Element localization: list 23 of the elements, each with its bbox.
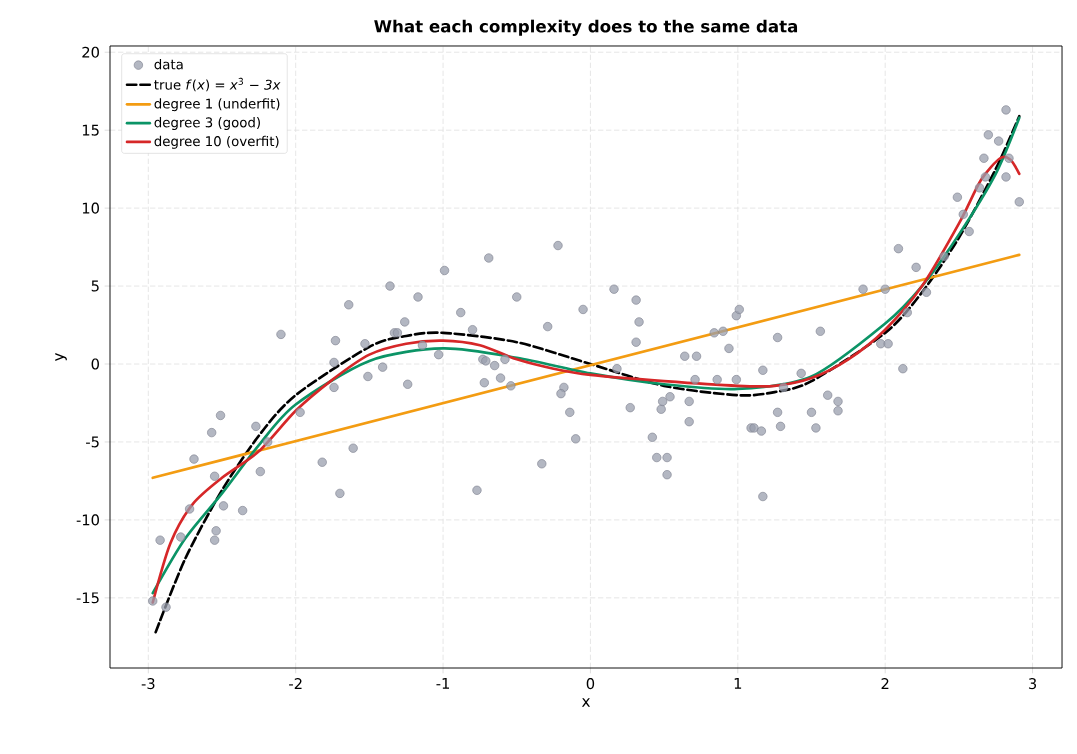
y-tick-label: -15 xyxy=(76,592,99,604)
x-tick-label: 0 xyxy=(586,678,595,690)
x-tick-label: -2 xyxy=(289,678,302,689)
x-tick-label: -1 xyxy=(436,678,450,689)
legend-label: data xyxy=(154,59,183,70)
x-axis-title: x xyxy=(581,698,591,707)
y-tick-label: -10 xyxy=(76,514,99,526)
x-tick-label: 3 xyxy=(1028,678,1037,690)
legend-label: degree 3 (good) xyxy=(154,117,260,130)
x-tick-label: 1 xyxy=(734,678,742,689)
y-tick-label: 5 xyxy=(91,280,99,292)
x-tick-label: -3 xyxy=(141,678,155,690)
y-tick-label: 20 xyxy=(82,46,99,58)
y-tick-label: 15 xyxy=(82,124,99,136)
x-tick-label: 2 xyxy=(881,678,889,689)
y-axis-title: y xyxy=(55,352,67,362)
y-tick-label: 0 xyxy=(91,358,99,370)
y-tick-label: -5 xyxy=(86,436,99,448)
text: true f(x) = x$^{3}$ − 3x xyxy=(154,77,281,92)
y-tick-label: 10 xyxy=(82,202,99,214)
legend-label: degree 10 (overfit) xyxy=(154,135,279,149)
chart-title: What each complexity does to the same data xyxy=(374,19,798,36)
legend-label: degree 1 (underfit) xyxy=(154,98,280,112)
